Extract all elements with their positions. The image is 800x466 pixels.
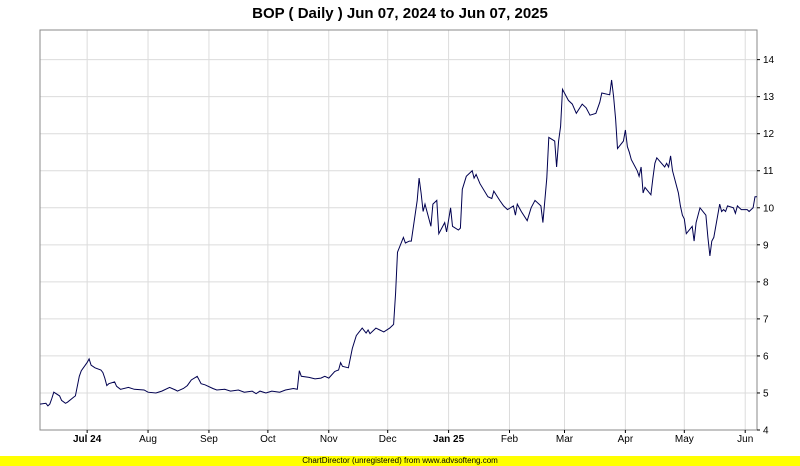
y-tick-label: 10 [763, 203, 775, 214]
y-tick-label: 13 [763, 92, 775, 103]
x-tick-label: Aug [139, 434, 157, 445]
y-tick-label: 8 [763, 277, 769, 288]
x-tick-label: Apr [618, 434, 634, 445]
x-tick-label: Sep [200, 434, 218, 445]
y-tick-label: 4 [763, 426, 769, 437]
series-layer [39, 79, 757, 407]
x-tick-label: May [675, 434, 694, 445]
x-axis-ticks: Jul 24 Aug Sep Oct Nov Dec Jan 25 Feb Mar Apr May J… [73, 430, 753, 445]
x-tick-label: Feb [501, 434, 519, 445]
x-tick-label: Dec [379, 434, 397, 445]
y-tick-label: 7 [763, 314, 769, 325]
x-tick-label: Jan 25 [433, 434, 465, 445]
y-tick-label: 12 [763, 129, 775, 140]
x-tick-label: Mar [556, 434, 574, 445]
x-tick-label: Jun [737, 434, 753, 445]
x-tick-label: Jul 24 [73, 434, 102, 445]
grid [40, 30, 757, 431]
price-chart: BOP ( Daily ) Jun 07, 2024 to Jun 07, 20… [39, 5, 775, 445]
plot-frame [39, 29, 758, 431]
y-axis-ticks: 4 5 6 7 8 9 10 11 12 13 14 [757, 55, 775, 437]
y-tick-label: 9 [763, 240, 769, 251]
y-tick-label: 14 [763, 55, 775, 66]
price-series-line [39, 79, 757, 407]
y-tick-label: 11 [763, 166, 774, 177]
y-tick-label: 5 [763, 388, 769, 399]
footer-credit: ChartDirector (unregistered) from www.ad… [0, 456, 800, 466]
y-tick-label: 6 [763, 351, 769, 362]
x-tick-label: Nov [320, 434, 338, 445]
x-tick-label: Oct [260, 434, 276, 445]
chart-title: BOP ( Daily ) Jun 07, 2024 to Jun 07, 20… [252, 5, 548, 22]
